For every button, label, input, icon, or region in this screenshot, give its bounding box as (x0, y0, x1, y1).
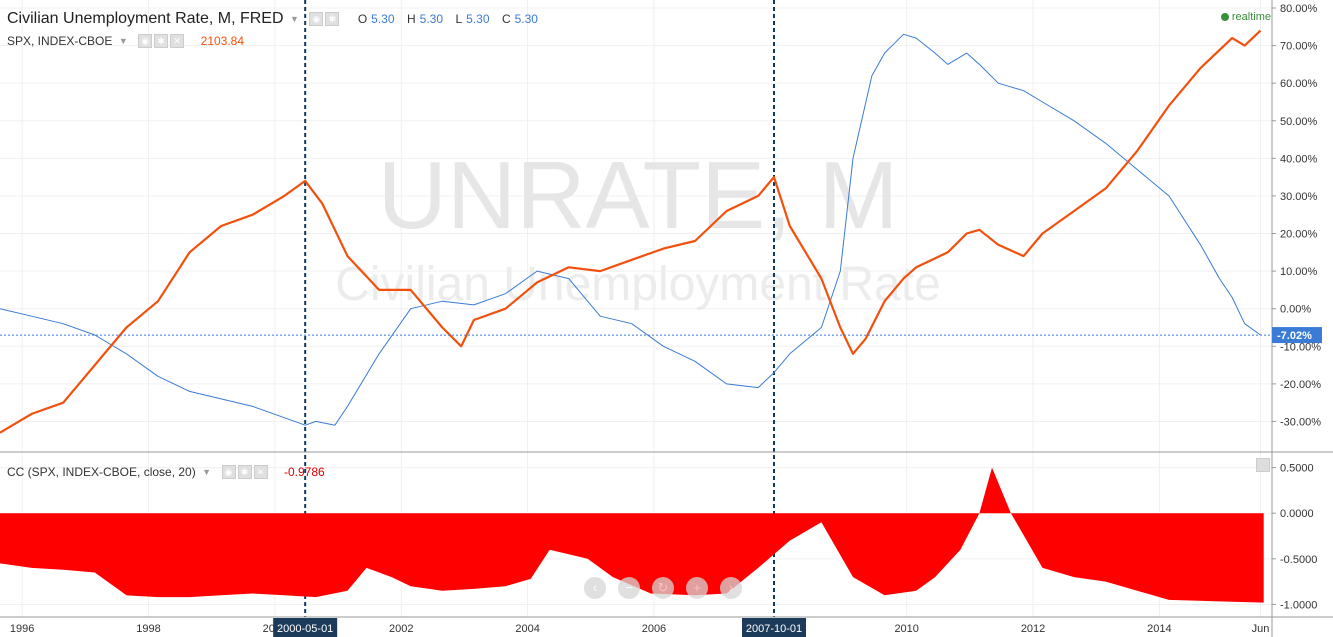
status-dot-icon (1220, 13, 1229, 22)
watermark-symbol: UNRATE, M (378, 142, 899, 249)
y-tick-label: -20.00% (1280, 379, 1321, 391)
x-tick-label: Jun (1252, 623, 1270, 635)
legend-spx: SPX, INDEX-CBOE ▼ ◉ ✱ ✕ 2103.84 (7, 32, 244, 50)
x-tick-label: 2006 (642, 623, 666, 635)
marker-date-badge (742, 618, 807, 637)
marker-date-label: 2007-10-01 (746, 623, 802, 635)
cc-y-tick-label: 0.5000 (1280, 463, 1314, 475)
chevron-right-icon[interactable]: › (720, 577, 742, 599)
chevron-left-icon[interactable]: ‹ (584, 577, 606, 599)
legend-spx-title: SPX, INDEX-CBOE (7, 33, 113, 48)
ohlc-o-value: 5.30 (371, 12, 395, 26)
y-tick-label: 10.00% (1280, 266, 1318, 278)
x-tick-label: 2004 (515, 623, 539, 635)
zoom-out-icon[interactable]: − (618, 577, 640, 599)
cc-y-tick-label: 0.0000 (1280, 508, 1314, 520)
eye-icon[interactable]: ◉ (138, 33, 153, 48)
legend-cc-value: -0.9786 (284, 464, 325, 479)
close-icon[interactable]: ✕ (170, 33, 185, 48)
ohlc-h-value: 5.30 (419, 12, 443, 26)
y-tick-label: -10.00% (1280, 341, 1321, 353)
x-tick-label: 1996 (10, 623, 34, 635)
realtime-indicator: realtime (1220, 11, 1271, 23)
x-tick-label: 2002 (389, 623, 413, 635)
eye-icon[interactable]: ◉ (221, 464, 236, 479)
y-tick-label: -30.00% (1280, 416, 1321, 428)
chevron-down-icon[interactable]: ▼ (118, 35, 128, 46)
cc-area-plot (0, 467, 1264, 603)
watermark-name: Civilian Unemployment Rate (335, 258, 941, 311)
cc-y-tick-label: -1.0000 (1280, 599, 1317, 611)
eye-icon[interactable]: ◉ (309, 12, 324, 26)
cc-area (0, 467, 1264, 603)
x-tick-label: 1998 (136, 623, 160, 635)
ohlc-h-label: H (406, 12, 416, 26)
x-tick-label: 2014 (1147, 623, 1171, 635)
chevron-down-icon[interactable]: ▼ (289, 14, 299, 24)
gear-icon[interactable]: ✱ (237, 464, 252, 479)
maximize-pane-icon[interactable] (1256, 458, 1270, 472)
legend-main-title: Civilian Unemployment Rate, M, FRED (7, 10, 284, 27)
close-icon[interactable]: ✕ (253, 464, 268, 479)
legend-cc: CC (SPX, INDEX-CBOE, close, 20) ▼ ◉ ✱ ✕ -0… (7, 463, 325, 481)
chart-navigation: ‹ − ↻ + › (584, 577, 754, 599)
y-tick-label: 30.00% (1280, 191, 1318, 203)
ohlc-c-value: 5.30 (514, 12, 538, 26)
legend-cc-title: CC (SPX, INDEX-CBOE, close, 20) (7, 464, 196, 479)
reset-icon[interactable]: ↻ (652, 577, 674, 599)
y-tick-label: 40.00% (1280, 153, 1318, 165)
gear-icon[interactable]: ✱ (325, 12, 340, 26)
chevron-down-icon[interactable]: ▼ (202, 466, 212, 477)
legend-spx-value: 2103.84 (200, 33, 245, 48)
marker-date-label: 2000-05-01 (277, 623, 333, 635)
realtime-label: realtime (1231, 11, 1271, 23)
ohlc-c-label: C (501, 12, 511, 26)
y-tick-label: 80.00% (1280, 3, 1318, 15)
current-value-badge (1272, 327, 1322, 344)
legend-main: Civilian Unemployment Rate, M, FRED ▼ ◉ ✱… (7, 10, 538, 28)
gear-icon[interactable]: ✱ (154, 33, 169, 48)
unrate-series-line (0, 33, 1261, 426)
y-tick-label: 0.00% (1280, 304, 1311, 316)
ohlc-l-value: 5.30 (466, 12, 490, 26)
y-tick-label: 60.00% (1280, 78, 1318, 90)
marker-date-badge (273, 618, 338, 637)
ohlc-l-label: L (455, 12, 463, 26)
zoom-in-icon[interactable]: + (686, 577, 708, 599)
x-tick-label: 2012 (1021, 623, 1045, 635)
current-value-label: -7.02% (1277, 330, 1312, 342)
spx-series-line (0, 29, 1262, 434)
y-tick-label: 50.00% (1280, 116, 1318, 128)
y-tick-label: 20.00% (1280, 229, 1318, 241)
price-lines (0, 29, 1272, 434)
ohlc-o-label: O (357, 12, 368, 26)
x-tick-label: 2010 (894, 623, 918, 635)
cc-y-tick-label: -0.5000 (1280, 554, 1317, 566)
y-tick-label: 70.00% (1280, 41, 1318, 53)
